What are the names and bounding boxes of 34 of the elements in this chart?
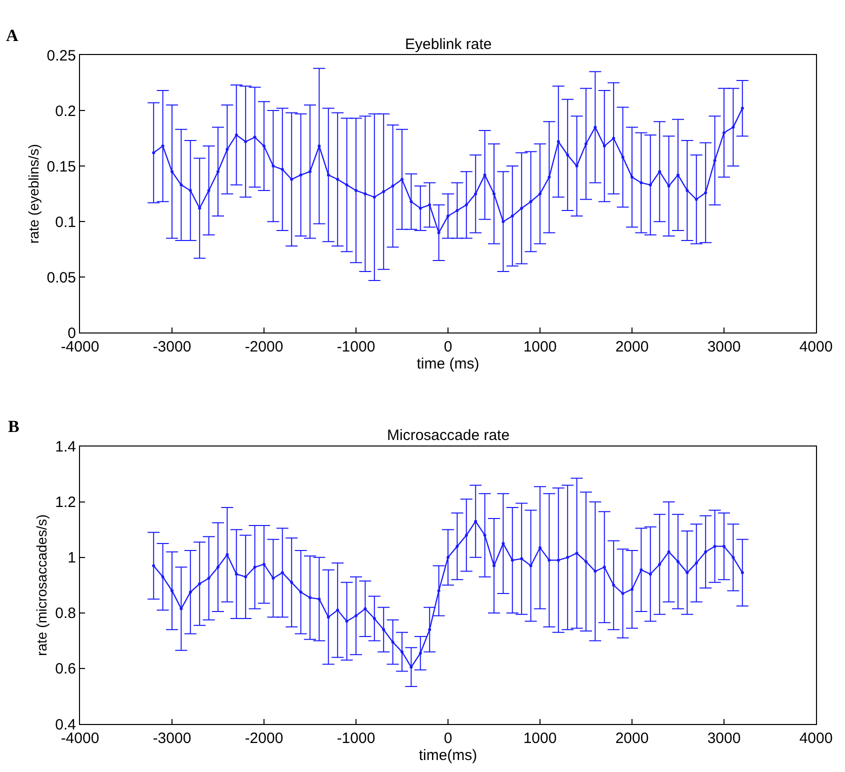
x-tick-label: 4000 <box>799 730 833 747</box>
chart-title: Eyeblink rate <box>405 36 492 53</box>
x-axis-title: time (ms) <box>416 356 480 373</box>
x-tick-label: 0 <box>444 338 452 356</box>
x-tick-label: -2000 <box>244 338 284 356</box>
y-tick-label: 0.05 <box>46 269 76 286</box>
y-tick-label: 0.8 <box>55 605 76 622</box>
x-tick-label: 3000 <box>707 730 741 747</box>
y-tick-label: 0.1 <box>55 214 76 231</box>
y-tick-label: 0.25 <box>46 47 76 64</box>
x-tick-label: -1000 <box>336 730 376 747</box>
x-axis-title: time(ms) <box>418 747 478 764</box>
y-axis-title: rate (eyeblins/s) <box>25 144 42 244</box>
x-tick-label: 1000 <box>523 730 557 747</box>
x-tick-label: -3000 <box>152 730 192 747</box>
x-tick-label: 2000 <box>615 338 649 356</box>
chart-title: Microsaccade rate <box>387 427 510 444</box>
x-tick-label: -1000 <box>336 338 376 356</box>
y-axis-title: rate (microsaccades/s) <box>34 514 50 656</box>
y-tick-label: 0.15 <box>46 158 76 176</box>
y-tick-label: 0.2 <box>55 102 76 120</box>
y-tick-label: 1.2 <box>55 494 76 512</box>
y-tick-label: 0.6 <box>55 660 76 678</box>
x-tick-label: -3000 <box>152 338 192 356</box>
y-tick-label: 1 <box>68 550 76 567</box>
x-tick-label: 2000 <box>615 730 649 747</box>
text: B <box>8 417 20 436</box>
x-tick-label: 3000 <box>707 338 741 356</box>
y-tick-label: 1.4 <box>55 438 76 456</box>
x-tick-label: 0 <box>444 730 452 747</box>
x-tick-label: 4000 <box>799 338 833 356</box>
x-tick-label: 1000 <box>523 338 557 356</box>
x-tick-label: -2000 <box>244 730 284 747</box>
text: A <box>6 26 19 45</box>
